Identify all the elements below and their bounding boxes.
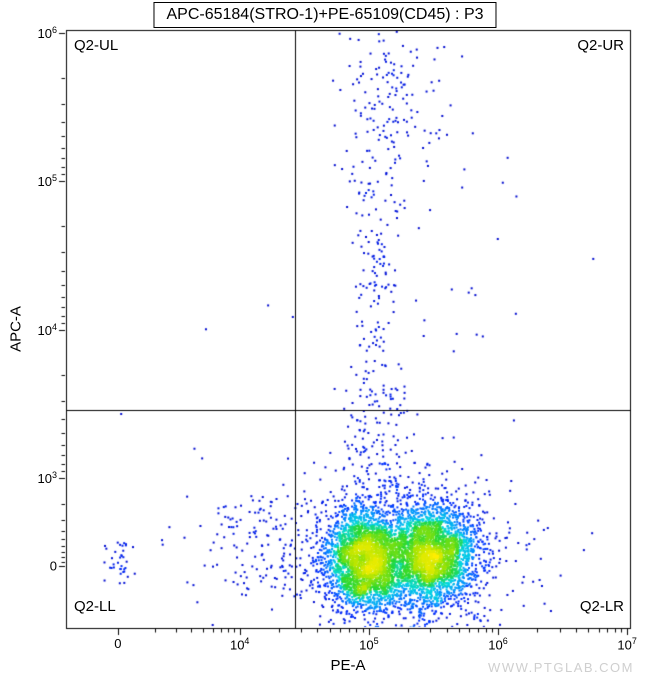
watermark: WWW.PTGLAB.COM [488,660,634,675]
x-tick-label: 105 [359,636,379,653]
y-tick-label-exponent: 3 [51,469,57,480]
y-tick-label-exponent: 5 [51,172,57,183]
x-tick-label-exponent: 4 [244,636,250,646]
quadrant-label-lr: Q2-LR [579,598,624,615]
y-tick-label-exponent: 4 [51,322,57,333]
x-tick-label-exponent: 7 [631,636,637,646]
x-tick-label: 106 [488,636,508,653]
x-tick-label: 107 [617,636,637,653]
quadrant-label-ll: Q2-LL [74,598,116,615]
x-tick-label-exponent: 5 [373,636,379,646]
y-tick-label: 103 [37,469,57,487]
y-tick-label: 106 [37,24,57,42]
x-tick-label-exponent: 6 [502,636,508,646]
y-tick-label: 0 [49,558,57,574]
y-tick-label: 104 [37,322,57,339]
x-tick-label: 0 [114,636,122,651]
y-tick-label-exponent: 6 [51,24,57,35]
y-axis-label: APC-A [7,306,25,352]
x-tick-label: 104 [229,636,250,653]
x-axis-label: PE-A [330,657,366,674]
quadrant-label-ur: Q2-UR [577,37,624,54]
quadrant-label-ul: Q2-UL [74,37,119,54]
y-tick-label: 105 [37,172,57,190]
